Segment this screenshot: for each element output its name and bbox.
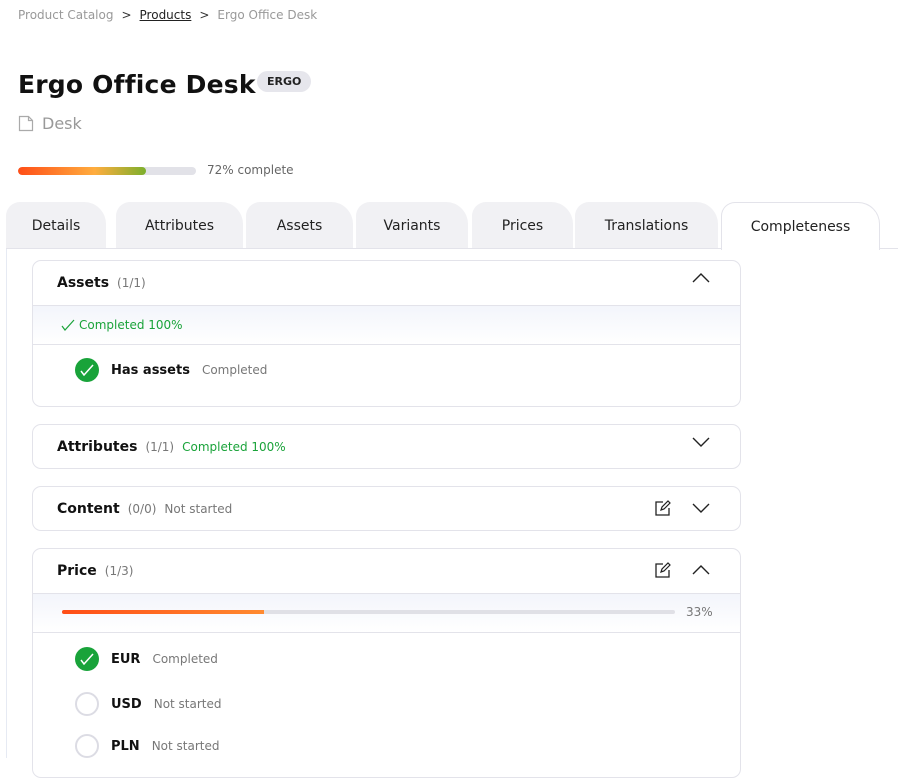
document-icon <box>18 115 34 132</box>
tab-attributes[interactable]: Attributes <box>116 202 243 249</box>
tab-assets[interactable]: Assets <box>246 202 353 249</box>
section-price: Price (1/3) 33% EUR Completed USD Not st… <box>32 548 741 778</box>
tab-variants[interactable]: Variants <box>356 202 468 249</box>
breadcrumb: Product Catalog > Products > Ergo Office… <box>18 8 317 22</box>
breadcrumb-separator: > <box>199 8 210 22</box>
item-status: Completed <box>152 652 218 666</box>
breadcrumb-separator: > <box>121 8 132 22</box>
breadcrumb-product-catalog[interactable]: Product Catalog <box>18 8 114 22</box>
list-item: PLN Not started <box>33 725 740 767</box>
item-status: Not started <box>151 739 220 753</box>
section-count: (1/3) <box>104 564 134 578</box>
product-family-label: Desk <box>42 114 82 133</box>
empty-circle-icon <box>75 692 99 716</box>
check-icon <box>61 319 75 331</box>
section-progress: 33% <box>33 593 740 633</box>
completed-check-icon <box>75 358 99 382</box>
tab-translations[interactable]: Translations <box>575 202 718 249</box>
item-status: Not started <box>153 697 222 711</box>
chevron-up-icon[interactable] <box>692 273 710 283</box>
completed-check-icon <box>75 647 99 671</box>
section-summary: Completed 100% <box>33 305 740 345</box>
edit-icon[interactable] <box>654 561 672 579</box>
item-label: PLN <box>111 738 140 754</box>
edit-icon[interactable] <box>654 499 672 517</box>
progress-fill <box>62 610 265 614</box>
section-title: Price <box>57 563 97 579</box>
section-assets: Assets (1/1) Completed 100% Has assets C… <box>32 260 741 407</box>
section-content: Content (0/0) Not started <box>32 486 741 531</box>
tab-divider <box>6 248 898 249</box>
product-code-badge: ERGO <box>257 71 312 92</box>
section-summary-text: Completed 100% <box>79 318 183 332</box>
section-title: Attributes <box>57 439 138 455</box>
completeness-progress-bar <box>18 167 196 175</box>
page-title: Ergo Office Desk <box>18 70 256 99</box>
section-count: (1/1) <box>145 440 175 454</box>
tab-details[interactable]: Details <box>6 202 106 249</box>
section-status: Not started <box>164 502 233 516</box>
section-assets-header[interactable]: Assets (1/1) <box>33 261 740 305</box>
item-label: USD <box>111 696 142 712</box>
section-count: (1/1) <box>117 276 146 290</box>
section-attributes: Attributes (1/1) Completed 100% <box>32 424 741 469</box>
chevron-down-icon[interactable] <box>692 503 710 513</box>
breadcrumb-current: Ergo Office Desk <box>217 8 318 22</box>
section-price-header[interactable]: Price (1/3) <box>33 549 740 593</box>
section-title: Content <box>57 501 120 517</box>
product-family: Desk <box>18 114 82 133</box>
chevron-up-icon[interactable] <box>692 565 710 575</box>
item-label: Has assets <box>111 362 190 378</box>
chevron-down-icon[interactable] <box>692 437 710 447</box>
section-title: Assets <box>57 275 110 291</box>
panel-border <box>6 249 7 758</box>
tab-completeness[interactable]: Completeness <box>721 202 880 250</box>
price-progress-bar <box>62 610 675 614</box>
item-label: EUR <box>111 651 141 667</box>
list-item: Has assets Completed <box>33 345 740 395</box>
progress-fill <box>18 167 147 175</box>
item-status: Completed <box>201 363 268 377</box>
breadcrumb-products[interactable]: Products <box>139 8 192 22</box>
list-item: EUR Completed <box>33 633 740 683</box>
list-item: USD Not started <box>33 683 740 725</box>
price-progress-label: 33% <box>686 605 713 619</box>
empty-circle-icon <box>75 734 99 758</box>
section-attributes-header[interactable]: Attributes (1/1) Completed 100% <box>33 425 740 469</box>
completeness-progress-label: 72% complete <box>207 163 294 177</box>
section-status: Completed 100% <box>182 440 286 454</box>
section-content-header[interactable]: Content (0/0) Not started <box>33 487 740 531</box>
section-count: (0/0) <box>127 502 157 516</box>
tab-prices[interactable]: Prices <box>472 202 573 249</box>
